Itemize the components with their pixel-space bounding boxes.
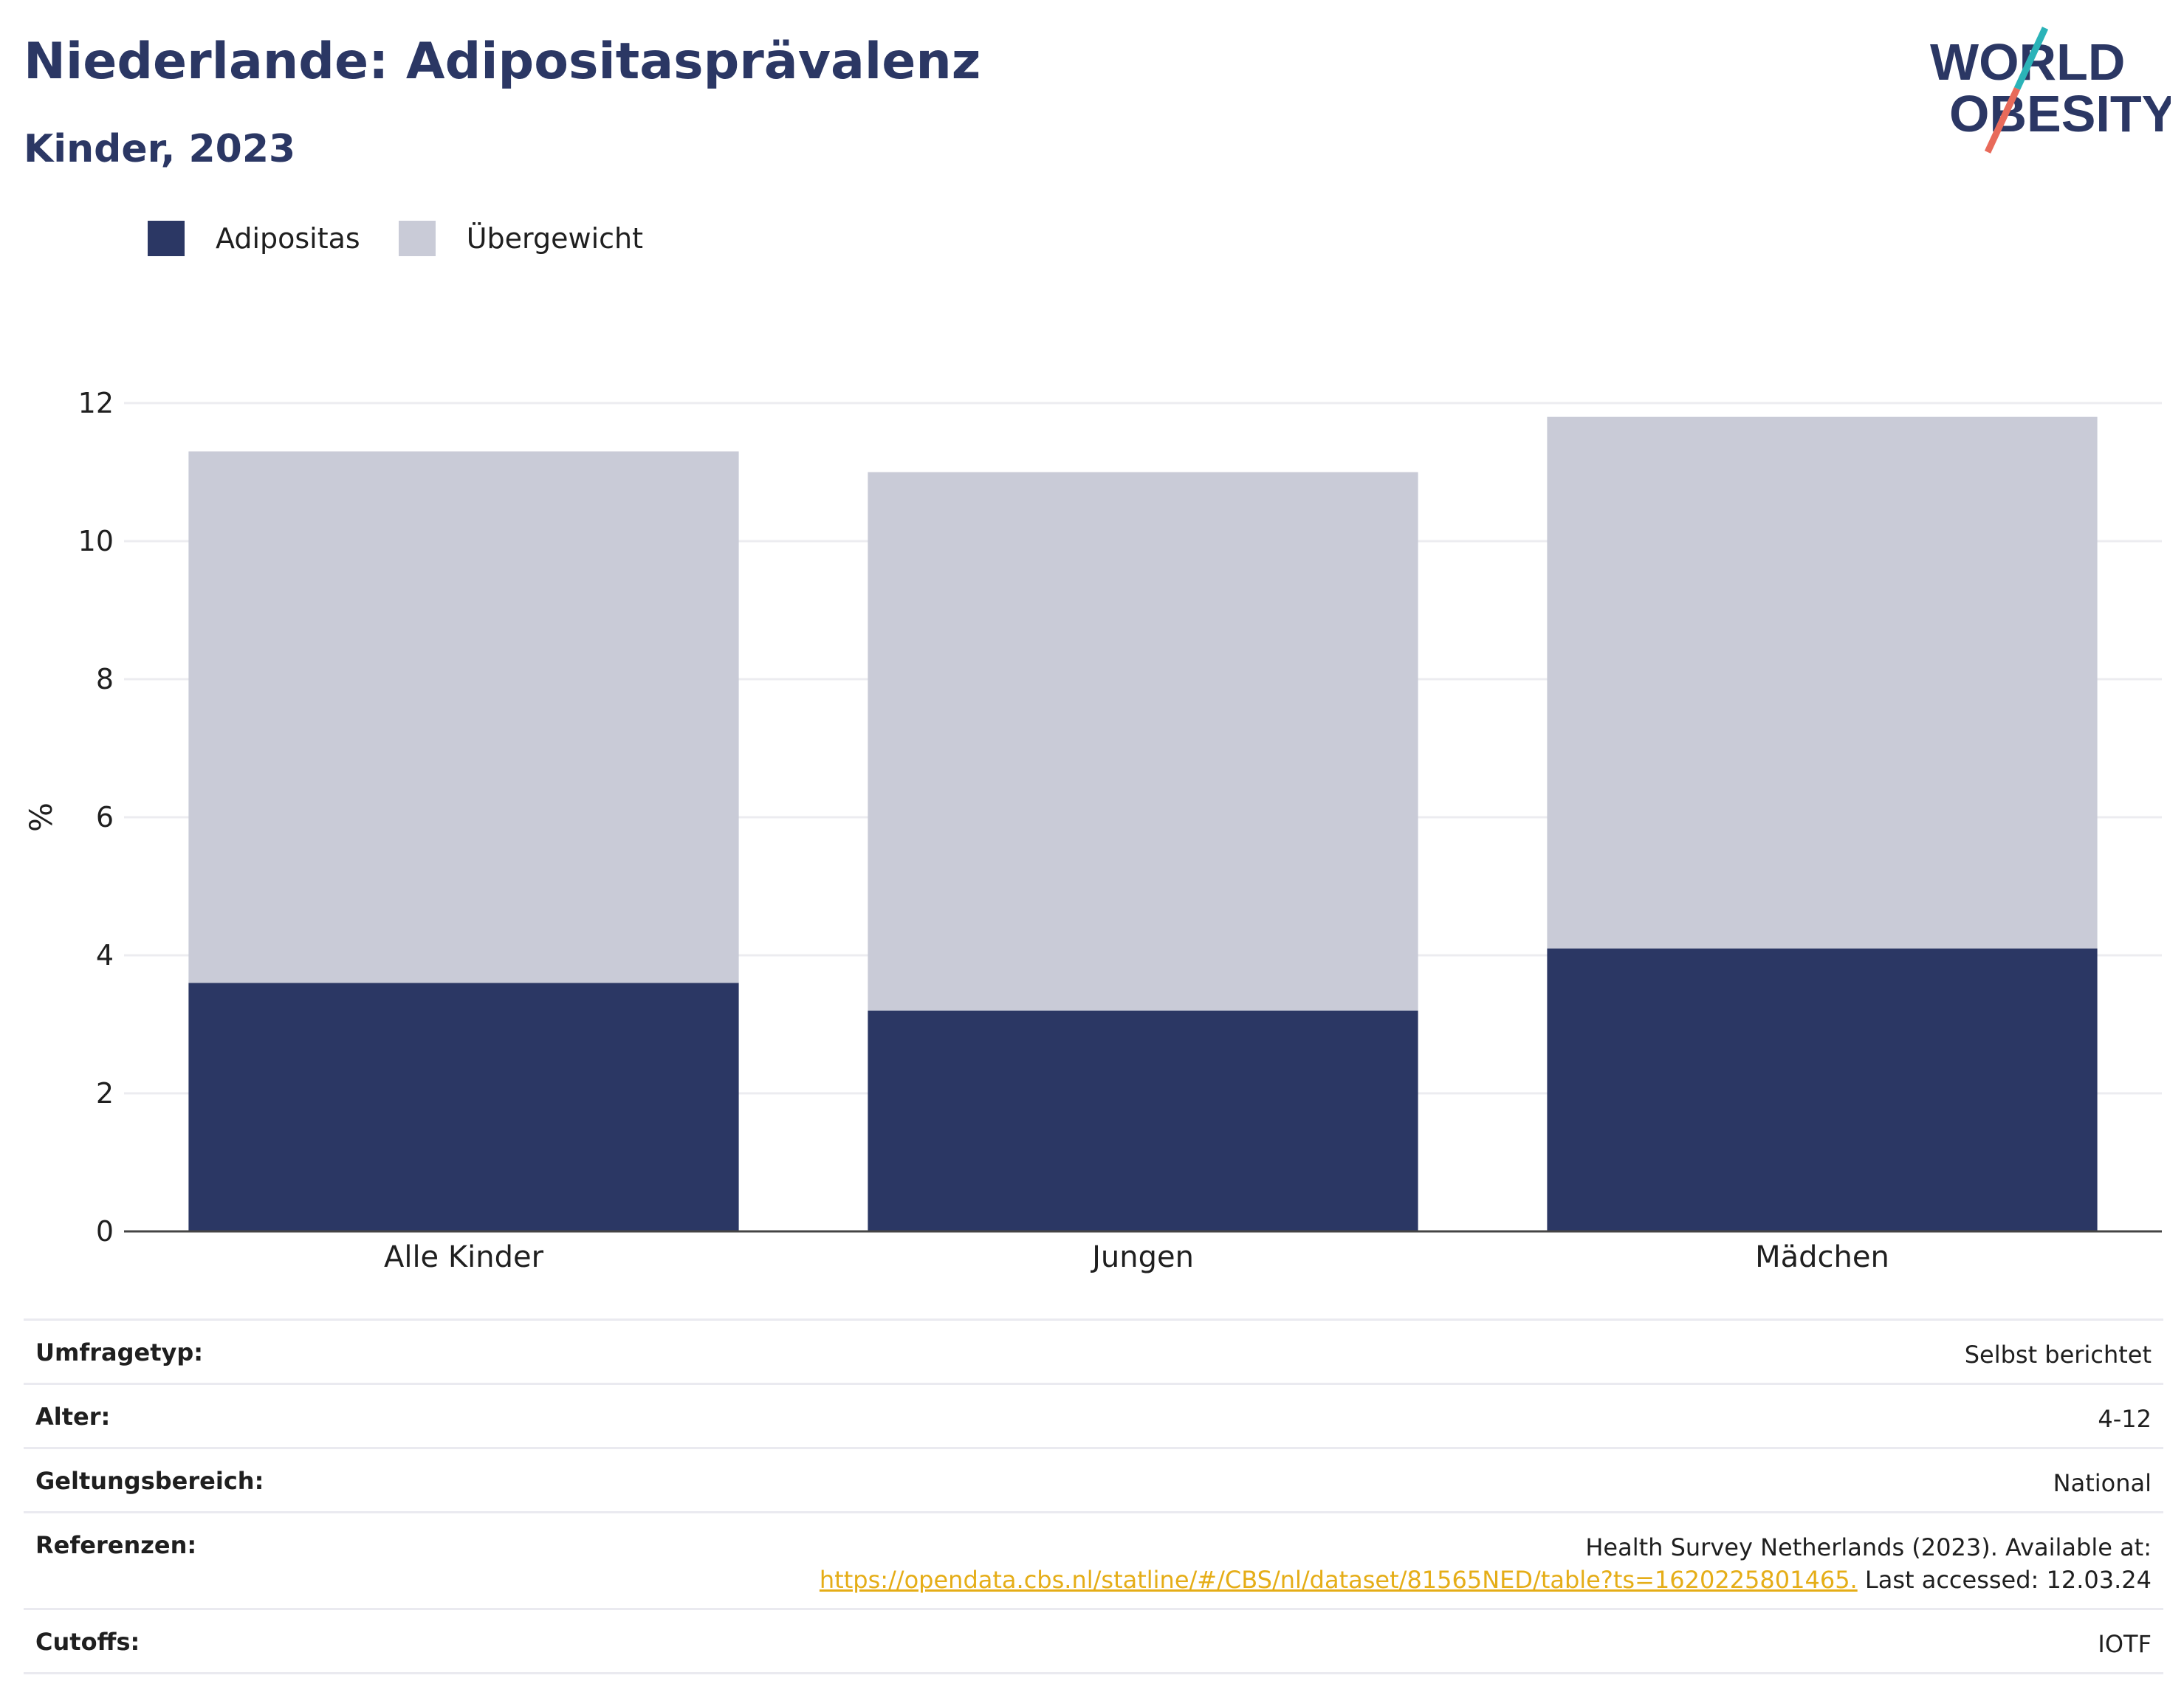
y-tick-label: 6 [96,801,114,833]
legend-item-uebergewicht[interactable]: Übergewicht [398,221,643,256]
reference-text: Health Survey Netherlands (2023). Availa… [1585,1533,2152,1561]
reference-link[interactable]: https://opendata.cbs.nl/statline/#/CBS/n… [819,1566,1858,1594]
info-key: Cutoffs: [35,1628,140,1656]
legend-label-adipositas: Adipositas [216,222,360,255]
y-tick-label: 10 [78,525,114,557]
info-value: Health Survey Netherlands (2023). Availa… [820,1531,2152,1596]
x-tick-label: Jungen [1090,1240,1194,1274]
legend-item-adipositas[interactable]: Adipositas [148,221,360,256]
info-key: Umfragetyp: [35,1338,204,1366]
info-key: Geltungsbereich: [35,1467,264,1495]
info-value: 4-12 [2098,1405,2152,1433]
y-axis-label: % [23,802,59,832]
logo-slash-teal [2013,27,2049,90]
bar-adipositas [868,1010,1418,1231]
chart-legend: Adipositas Übergewicht [148,219,681,258]
y-tick-label: 0 [96,1215,114,1248]
legend-swatch-adipositas [148,221,185,256]
y-tick-label: 4 [96,939,114,972]
info-key: Alter: [35,1403,111,1431]
bar-uebergewicht [868,472,1418,1011]
legend-label-uebergewicht: Übergewicht [466,222,643,255]
legend-swatch-uebergewicht [398,221,436,256]
x-tick-label: Mädchen [1755,1240,1889,1274]
info-row-cutoffs: Cutoffs: IOTF [24,1608,2163,1674]
x-tick-label: Alle Kinder [384,1240,544,1274]
info-row-geltungsbereich: Geltungsbereich: National [24,1447,2163,1511]
reference-accessed: Last accessed: 12.03.24 [1857,1566,2152,1594]
y-tick-label: 8 [96,663,114,695]
logo-slash-coral [1984,87,2021,154]
world-obesity-logo: WORLD OBESITY [1930,27,2171,154]
info-row-umfragetyp: Umfragetyp: Selbst berichtet [24,1318,2163,1383]
y-tick-label: 2 [96,1077,114,1110]
bar-uebergewicht [1547,416,2098,949]
bar-adipositas [1547,948,2098,1231]
page-title: Niederlande: Adipositasprävalenz [24,32,981,91]
info-value: National [2053,1469,2152,1497]
bar-adipositas [188,983,739,1231]
bar-chart: 0 2 4 6 8 10 12 Alle Kinder Jungen Mädchen% [23,387,2162,1274]
info-key: Referenzen: [35,1531,197,1559]
page-subtitle: Kinder, 2023 [24,127,296,171]
info-row-referenzen: Referenzen: Health Survey Netherlands (2… [24,1511,2163,1608]
info-value: Selbst berichtet [1964,1341,2152,1369]
logo-line2: OBESITY [1949,85,2171,142]
y-tick-label: 12 [78,387,114,419]
info-value: IOTF [2098,1630,2152,1658]
bar-uebergewicht [188,451,739,983]
info-row-alter: Alter: 4-12 [24,1383,2163,1447]
info-table: Umfragetyp: Selbst berichtet Alter: 4-12… [24,1318,2163,1674]
